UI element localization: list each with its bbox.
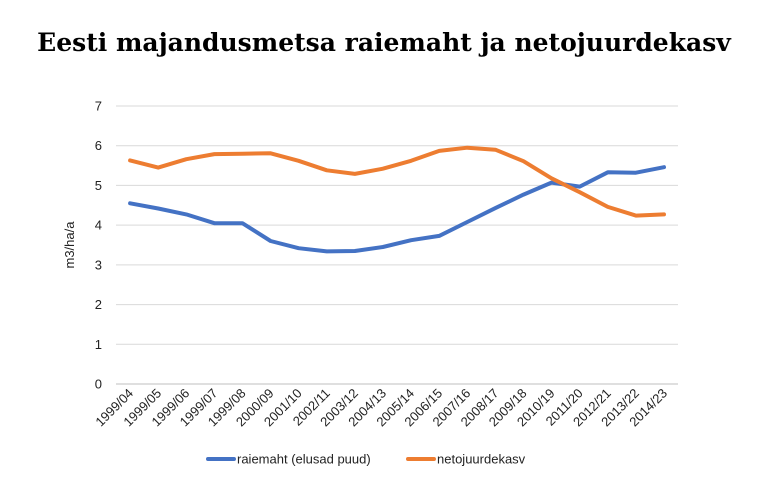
y-tick-label: 0: [95, 377, 102, 392]
gridlines: [116, 105, 678, 385]
chart-title: Eesti majandusmetsa raiemaht ja netojuur…: [37, 28, 731, 57]
y-tick-label: 4: [95, 218, 102, 233]
y-tick-label: 1: [95, 337, 102, 352]
y-axis-ticks: 0 1 2 3 4 5 6 7: [95, 99, 102, 392]
series-line-1: [128, 165, 666, 254]
y-tick-label: 5: [95, 178, 102, 193]
x-axis-ticks: 1999/041999/051999/061999/071999/082000/…: [92, 386, 670, 430]
y-axis-title: m3/ha/a: [62, 221, 77, 269]
legend-label: raiemaht (elusad puud): [237, 452, 371, 467]
legend-label: netojuurdekasv: [437, 452, 526, 467]
y-tick-label: 3: [95, 257, 102, 272]
y-tick-label: 7: [95, 99, 102, 114]
y-tick-label: 2: [95, 297, 102, 312]
series-lines: [128, 145, 666, 254]
series-line-2: [128, 145, 666, 218]
legend: raiemaht (elusad puud) netojuurdekasv: [206, 452, 526, 467]
y-tick-label: 6: [95, 138, 102, 153]
